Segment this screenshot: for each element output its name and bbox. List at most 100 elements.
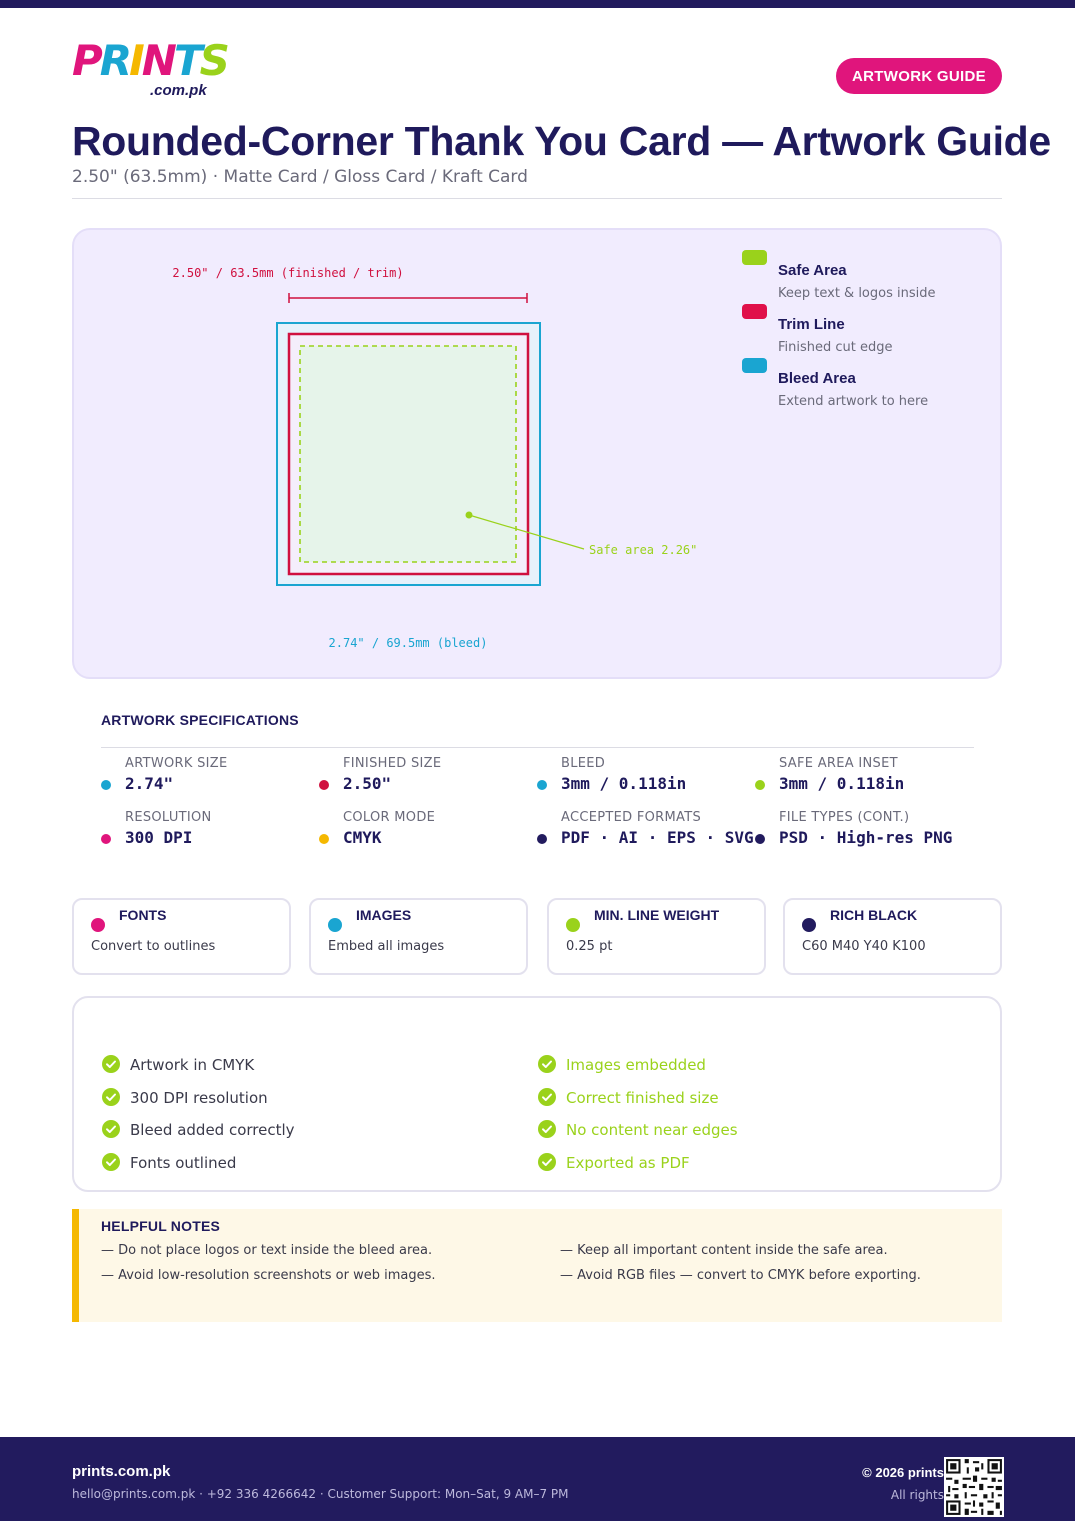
note-item: — Avoid RGB files — convert to CMYK befo… [560, 1268, 921, 1283]
legend-item-bleed: Bleed Area Extend artwork to here [740, 358, 1000, 412]
specs-heading: ARTWORK SPECIFICATIONS [101, 712, 299, 728]
spec-value: PSD · High-res PNG [779, 828, 953, 847]
helpful-notes: HELPFUL NOTES — Do not place logos or te… [72, 1209, 1002, 1322]
legend-title: Bleed Area [778, 370, 856, 387]
footer-brand[interactable]: prints.com.pk [72, 1463, 171, 1480]
spec-finished-size: FINISHED SIZE 2.50" [319, 756, 537, 802]
card-desc: Embed all images [328, 939, 445, 954]
legend-title: Trim Line [778, 316, 845, 333]
card-title: IMAGES [356, 907, 412, 923]
legend-title: Safe Area [778, 262, 847, 279]
checklist-label: Bleed added correctly [130, 1121, 295, 1139]
logo-letter: P [72, 36, 103, 85]
legend-item-trim: Trim Line Finished cut edge [740, 304, 1000, 358]
card-dot-icon [328, 918, 342, 932]
spec-value: CMYK [343, 828, 382, 847]
note-item: — Do not place logos or text inside the … [101, 1243, 433, 1258]
bleed-swatch [742, 358, 767, 373]
spec-label: ARTWORK SIZE [125, 756, 228, 771]
spec-value: PDF · AI · EPS · SVG [561, 828, 754, 847]
card-desc: 0.25 pt [566, 939, 613, 954]
preflight-checklist: Artwork in CMYK 300 DPI resolution Bleed… [72, 996, 1002, 1192]
legend-item-safe: Safe Area Keep text & logos inside [740, 250, 1000, 304]
checklist-label: Fonts outlined [130, 1154, 237, 1172]
safe-area-leader-line [468, 514, 585, 550]
check-circle-icon [102, 1153, 120, 1171]
check-circle-icon [538, 1120, 556, 1138]
safe-area-label: Safe area 2.26" [589, 543, 697, 557]
logo-wordmark: PRINTS [72, 40, 232, 82]
checklist-label: No content near edges [566, 1121, 738, 1139]
checklist-label: Correct finished size [566, 1089, 719, 1107]
checklist-label: Images embedded [566, 1056, 706, 1074]
spec-dot-icon [537, 780, 547, 790]
check-circle-icon [538, 1153, 556, 1171]
spec-label: RESOLUTION [125, 810, 212, 825]
spec-dot-icon [319, 834, 329, 844]
header-divider [72, 198, 1002, 199]
spec-accepted-formats: ACCEPTED FORMATS PDF · AI · EPS · SVG [537, 810, 755, 856]
bleed-diagram: 2.50" / 63.5mm (finished / trim) Safe ar… [172, 266, 697, 650]
qr-code-icon[interactable] [944, 1457, 1004, 1517]
spec-value: 300 DPI [125, 828, 193, 847]
spec-safe-area-inset: SAFE AREA INSET 3mm / 0.118in [755, 756, 973, 802]
check-circle-icon [102, 1120, 120, 1138]
card-title: FONTS [119, 907, 167, 923]
spec-dot-icon [101, 834, 111, 844]
card-desc: Convert to outlines [91, 939, 216, 954]
safe-swatch [742, 250, 767, 265]
spec-label: FILE TYPES (CONT.) [779, 810, 910, 825]
specs-divider [101, 747, 974, 748]
diagram-legend: Safe Area Keep text & logos inside Trim … [740, 250, 1000, 412]
logo-letter: T [173, 36, 203, 85]
spec-artwork-size: ARTWORK SIZE 2.74" [101, 756, 319, 802]
logo-letter: S [199, 36, 230, 85]
note-item: — Keep all important content inside the … [560, 1243, 888, 1258]
card-title: MIN. LINE WEIGHT [594, 907, 720, 923]
spec-label: BLEED [561, 756, 606, 771]
spec-color-mode: COLOR MODE CMYK [319, 810, 537, 856]
artwork-guide-badge: ARTWORK GUIDE [836, 58, 1002, 94]
notes-accent-bar [72, 1209, 79, 1322]
spec-file-types: FILE TYPES (CONT.) PSD · High-res PNG [755, 810, 973, 856]
footer-rights: All rights [890, 1488, 944, 1502]
spec-label: COLOR MODE [343, 810, 436, 825]
spec-label: ACCEPTED FORMATS [561, 810, 702, 825]
page-title: Rounded-Corner Thank You Card — Artwork … [72, 118, 1051, 164]
spec-dot-icon [537, 834, 547, 844]
card-title: RICH BLACK [830, 907, 918, 923]
info-card-images: IMAGES Embed all images [309, 898, 528, 975]
spec-value: 3mm / 0.118in [779, 774, 905, 793]
safe-area-box [299, 345, 517, 563]
spec-bleed: BLEED 3mm / 0.118in [537, 756, 755, 802]
footer-copyright: © 2026 prints [862, 1465, 944, 1480]
check-circle-icon [102, 1088, 120, 1106]
spec-label: SAFE AREA INSET [779, 756, 898, 771]
spec-dot-icon [755, 780, 765, 790]
checklist-label: 300 DPI resolution [130, 1089, 268, 1107]
info-card-rich-black: RICH BLACK C60 M40 Y40 K100 [783, 898, 1002, 975]
spec-label: FINISHED SIZE [343, 756, 442, 771]
card-dot-icon [566, 918, 580, 932]
trim-dimension-label: 2.50" / 63.5mm (finished / trim) [172, 266, 403, 280]
check-circle-icon [538, 1088, 556, 1106]
page-footer: prints.com.pk hello@prints.com.pk · +92 … [0, 1437, 1075, 1521]
card-dot-icon [91, 918, 105, 932]
spec-value: 3mm / 0.118in [561, 774, 687, 793]
brand-logo[interactable]: PRINTS .com.pk [72, 40, 232, 100]
spec-dot-icon [101, 780, 111, 790]
check-circle-icon [538, 1055, 556, 1073]
note-item: — Avoid low-resolution screenshots or we… [101, 1268, 436, 1283]
check-circle-icon [102, 1055, 120, 1073]
spec-value: 2.74" [125, 774, 174, 793]
card-desc: C60 M40 Y40 K100 [802, 939, 926, 954]
logo-letter: I [129, 36, 145, 85]
bleed-dimension-label: 2.74" / 69.5mm (bleed) [329, 636, 488, 650]
spec-dot-icon [755, 834, 765, 844]
notes-heading: HELPFUL NOTES [101, 1218, 221, 1234]
info-card-line-weight: MIN. LINE WEIGHT 0.25 pt [547, 898, 766, 975]
logo-letter: N [141, 36, 177, 85]
spec-resolution: RESOLUTION 300 DPI [101, 810, 319, 856]
checklist-label: Exported as PDF [566, 1154, 690, 1172]
logo-domain: .com.pk [150, 82, 207, 99]
